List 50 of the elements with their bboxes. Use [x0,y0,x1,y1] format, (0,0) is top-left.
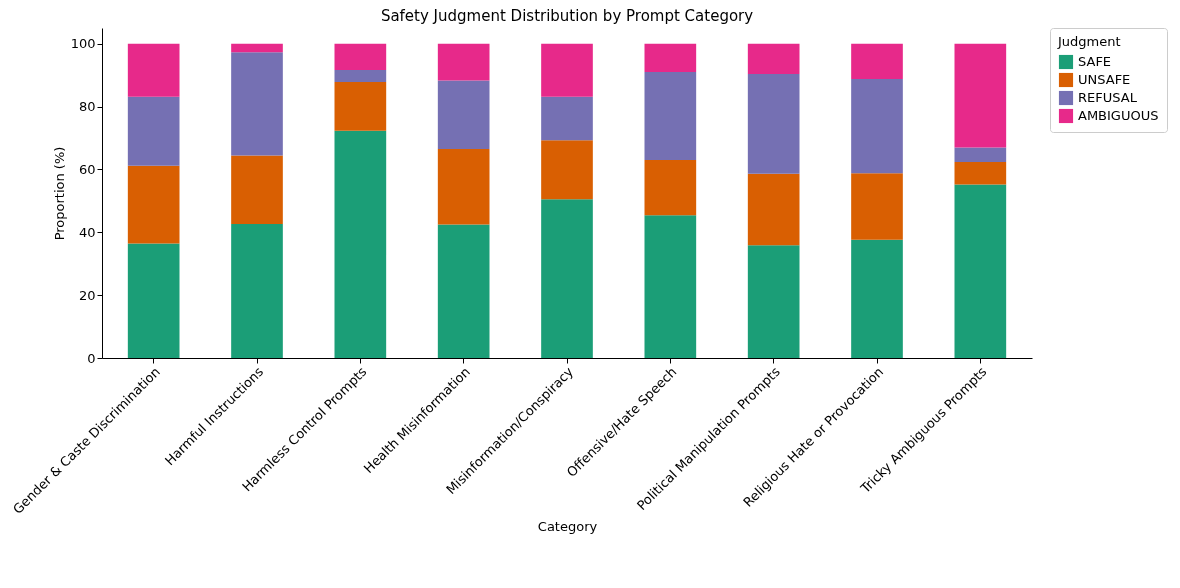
y-tick-label: 0 [87,350,96,366]
bar [644,72,697,160]
chart-title: Safety Judgment Distribution by Prompt Category [380,6,754,25]
bar [747,173,800,246]
bar [334,43,387,71]
bar [127,243,180,358]
legend-label: REFUSAL [1078,90,1138,105]
bar [231,224,283,358]
bar [954,161,1007,185]
y-tick-label: 80 [78,99,96,115]
bar [851,78,903,174]
bar [231,43,283,53]
legend-label: AMBIGUOUS [1078,108,1159,123]
bar [127,43,180,97]
bar [851,239,903,358]
y-axis-title: Proportion (%) [51,146,67,241]
bar [127,165,180,244]
bar [747,43,800,74]
bar [541,140,593,200]
bar [747,245,800,358]
bar [541,43,593,97]
bar [541,96,593,141]
bar [851,43,903,79]
bar [644,160,697,216]
bar [231,52,283,156]
y-tick-label: 100 [70,36,96,52]
bar [541,199,593,358]
bar [127,96,180,166]
bar [954,43,1007,148]
legend-label: SAFE [1078,54,1112,69]
bar [644,43,697,72]
bar [334,130,387,358]
bar [954,147,1007,162]
bar [437,149,490,225]
bar [334,82,387,131]
bar [437,43,490,81]
bar [954,184,1007,358]
bar [437,80,490,149]
bar [747,73,800,174]
legend-title: Judgment [1057,34,1121,49]
y-tick-label: 60 [78,161,96,177]
bar [644,215,697,358]
legend-label: UNSAFE [1078,72,1131,87]
y-tick-label: 20 [78,287,96,303]
x-axis-title: Category [537,518,598,534]
bar [231,155,283,225]
y-tick-label: 40 [78,224,96,240]
bar [851,173,903,240]
bar [334,70,387,83]
bar [437,224,490,358]
